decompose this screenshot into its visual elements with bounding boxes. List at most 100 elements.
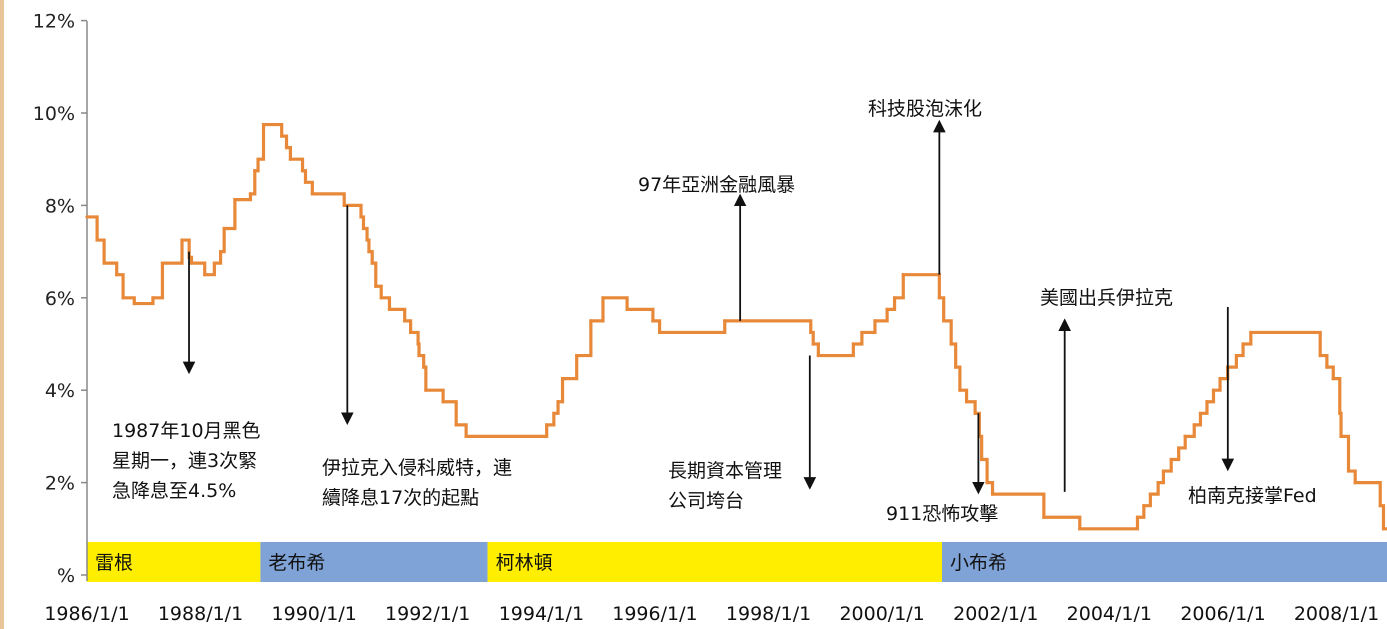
rate-point [310, 192, 314, 196]
annotation-label: 急降息至4.5% [112, 480, 236, 502]
annotation-label: 科技股泡沫化 [868, 98, 982, 120]
rate-point [1339, 434, 1343, 438]
y-tick-label: 6% [45, 288, 75, 310]
rate-point [552, 411, 556, 415]
rate-point [809, 330, 813, 335]
era-label: 柯林頓 [496, 552, 553, 574]
rate-point [180, 238, 184, 242]
rate-point [625, 307, 629, 311]
rate-point [851, 342, 855, 346]
rate-point [121, 296, 125, 300]
rate-point [379, 296, 383, 300]
rate-point [189, 261, 194, 265]
era-label: 老布希 [268, 552, 325, 574]
rate-point [233, 198, 237, 202]
rate-point [560, 377, 565, 381]
x-tick-label: 1990/1/1 [272, 603, 357, 625]
x-tick-label: 1994/1/1 [499, 603, 584, 625]
rate-point [942, 319, 946, 323]
era-bar [260, 542, 488, 582]
x-tick-label: 2008/1/1 [1294, 603, 1379, 625]
rate-point [222, 226, 226, 231]
rate-point [95, 238, 99, 242]
rate-point [575, 353, 579, 358]
annotation-label: 續降息17次的起點 [322, 487, 479, 509]
y-tick-label: 12% [33, 11, 75, 33]
rate-point [422, 365, 426, 369]
rate-point [256, 157, 260, 161]
left-edge-shadow [0, 0, 4, 629]
annotation-label: 97年亞洲金融風暴 [638, 174, 795, 196]
rate-point [1331, 377, 1335, 381]
rate-point [1198, 411, 1203, 415]
rate-point [860, 330, 864, 335]
rate-point [280, 134, 284, 138]
rate-point [657, 330, 662, 335]
era-bar [487, 542, 942, 582]
y-tick-label: 2% [45, 473, 75, 495]
rate-point [1218, 377, 1222, 381]
rate-point [361, 226, 366, 231]
rate-point [892, 296, 897, 300]
rate-point [303, 180, 308, 184]
rate-point [980, 457, 984, 462]
rate-point [1142, 504, 1146, 508]
rate-point [261, 122, 266, 127]
rate-point [1156, 481, 1160, 485]
rate-point [1169, 457, 1173, 462]
rate-point [151, 296, 155, 300]
rate-point [424, 388, 428, 392]
y-tick-label: 10% [33, 103, 75, 125]
rate-point [203, 273, 207, 277]
era-label: 雷根 [95, 552, 133, 574]
rate-point [132, 301, 136, 306]
rate-point [949, 342, 953, 346]
rate-point [589, 319, 593, 323]
rate-point [651, 319, 655, 323]
y-tick-label: 8% [45, 195, 75, 217]
annotation-label: 星期一，連3次緊 [112, 450, 257, 472]
rate-point [885, 307, 889, 311]
rate-point [985, 481, 989, 485]
x-tick-label: 2004/1/1 [1067, 603, 1152, 625]
rate-point [416, 342, 420, 346]
rate-point [212, 261, 216, 265]
x-tick-label: 2000/1/1 [839, 603, 924, 625]
rate-point [556, 400, 560, 404]
rate-point [1078, 527, 1082, 531]
rate-point [1353, 481, 1357, 485]
annotation-label: 1987年10月黑色 [112, 420, 261, 442]
rate-point [1381, 527, 1386, 531]
era-label: 小布希 [950, 552, 1007, 574]
rate-point [1042, 515, 1046, 519]
x-tick-label: 1998/1/1 [726, 603, 811, 625]
rate-point [288, 157, 293, 161]
rate-point [1325, 365, 1329, 369]
rate-point [723, 319, 727, 323]
rate-point [1135, 515, 1140, 519]
rate-point [387, 307, 392, 311]
annotation-label: 伊拉克入侵科威特，連 [322, 457, 512, 479]
x-tick-label: 1996/1/1 [612, 603, 697, 625]
y-tick-label: % [57, 565, 75, 587]
annotation-label: 911恐怖攻擊 [886, 503, 998, 525]
x-tick-label: 1988/1/1 [158, 603, 243, 625]
rate-point [1346, 469, 1351, 473]
rate-point [85, 215, 89, 219]
x-tick-label: 1986/1/1 [44, 603, 129, 625]
rate-point [964, 400, 969, 404]
y-tick-label: 4% [45, 380, 75, 402]
annotation-label: 柏南克接掌Fed [1188, 485, 1317, 507]
rate-point [370, 261, 374, 265]
annotation-label: 公司垮台 [668, 490, 744, 512]
rate-point [1234, 353, 1238, 358]
rate-point [954, 365, 958, 369]
rate-point [545, 423, 549, 427]
rate-point [367, 250, 371, 254]
rate-point [359, 215, 363, 219]
rate-point [901, 273, 905, 277]
rate-point [365, 238, 369, 242]
rate-point [115, 273, 119, 277]
rate-point [253, 169, 257, 173]
